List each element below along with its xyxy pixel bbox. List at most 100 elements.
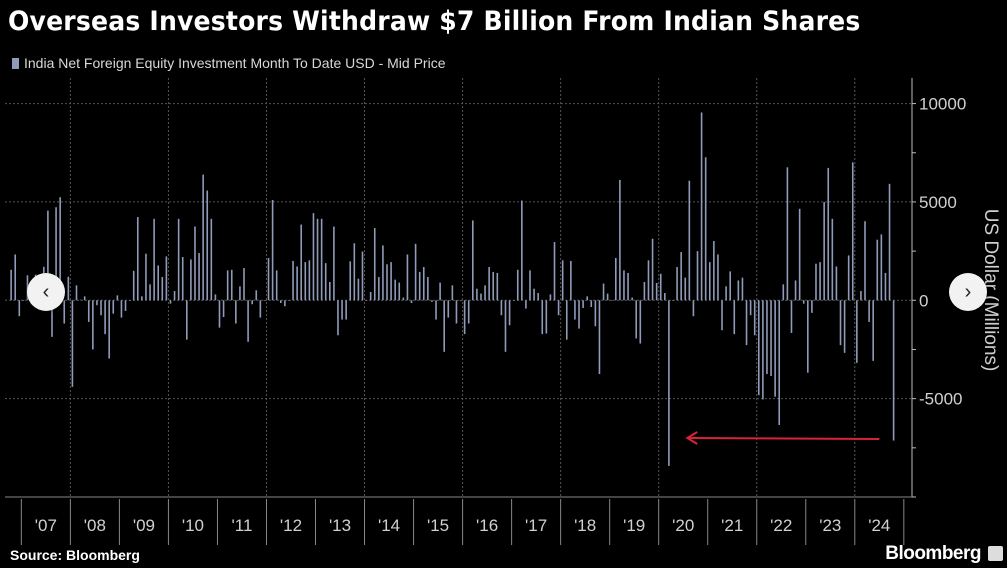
bar — [353, 243, 356, 301]
x-tick-label: '24 — [868, 516, 890, 535]
bar — [153, 218, 155, 301]
bar — [390, 262, 392, 301]
previous-button[interactable]: ‹ — [27, 273, 65, 311]
bar — [414, 243, 417, 301]
bar — [198, 253, 200, 301]
bar — [361, 251, 364, 301]
x-tick-label: '18 — [574, 516, 596, 535]
bar — [169, 300, 172, 304]
bar — [324, 263, 327, 301]
bar — [582, 300, 584, 308]
bar — [263, 300, 266, 301]
bar — [815, 263, 817, 301]
bar — [847, 255, 850, 301]
bar — [749, 300, 752, 316]
x-tick-label: '13 — [329, 516, 351, 535]
bar — [725, 286, 727, 301]
legend-swatch — [12, 57, 19, 69]
bar — [386, 264, 388, 301]
bar — [856, 300, 858, 363]
x-tick-label: '15 — [427, 516, 449, 535]
bar — [459, 300, 462, 301]
chevron-right-icon: › — [964, 280, 972, 303]
bar — [222, 300, 225, 318]
bar — [664, 293, 666, 301]
source-note: Source: Bloomberg — [10, 547, 140, 563]
bar — [14, 254, 17, 301]
bar — [892, 300, 895, 441]
bar — [578, 300, 580, 329]
bar — [67, 276, 70, 301]
bar — [333, 226, 335, 301]
bar — [541, 300, 544, 335]
bar — [753, 300, 756, 336]
bar — [786, 167, 789, 301]
bar — [92, 300, 94, 350]
bar — [165, 256, 168, 301]
bar — [10, 269, 12, 301]
next-button[interactable]: › — [949, 273, 987, 311]
bar — [226, 270, 229, 301]
bar — [186, 300, 188, 340]
bar — [512, 300, 515, 301]
bar — [692, 300, 695, 317]
bar — [798, 208, 801, 301]
chevron-left-icon: ‹ — [42, 280, 50, 303]
bar — [570, 260, 572, 301]
bar — [619, 179, 621, 301]
bar — [680, 252, 682, 301]
bar — [18, 300, 21, 317]
bar — [766, 300, 768, 375]
bar — [337, 300, 339, 336]
bar — [149, 284, 151, 301]
bar — [108, 300, 110, 359]
bar — [610, 300, 613, 301]
bar — [292, 260, 294, 301]
x-tick-label: '12 — [280, 516, 302, 535]
bar — [688, 180, 691, 301]
bar — [606, 293, 609, 301]
x-tick-label: '22 — [770, 516, 792, 535]
y-tick-label: -5000 — [919, 390, 962, 409]
bar — [59, 197, 61, 301]
bar — [480, 293, 482, 301]
bar — [521, 200, 523, 301]
bar — [312, 213, 315, 301]
bar — [545, 300, 548, 334]
y-tick-label: 5000 — [919, 193, 957, 212]
axes: 10000 5000 0 -5000 '07 '08 '09 '10 '11 '12 '13 '14 '… — [5, 78, 966, 545]
bar — [300, 224, 303, 301]
bar — [271, 199, 274, 301]
y-axis-label: US Dollar (Millions) — [980, 209, 1001, 372]
bar — [831, 218, 834, 301]
bar — [96, 300, 98, 306]
bar — [721, 300, 723, 331]
legend: India Net Foreign Equity Investment Mont… — [12, 55, 445, 71]
bar — [745, 300, 748, 346]
bar — [116, 295, 119, 301]
bar — [132, 270, 135, 301]
bar — [75, 285, 78, 301]
bar — [255, 290, 258, 301]
bar — [329, 281, 331, 301]
bar — [145, 253, 147, 301]
bar — [190, 259, 192, 301]
bar — [508, 300, 511, 326]
bar — [819, 262, 821, 301]
bar — [398, 282, 401, 301]
x-tick-label: '07 — [35, 516, 57, 535]
bar — [549, 294, 552, 301]
bar — [655, 282, 658, 301]
bar — [872, 300, 874, 361]
bar — [778, 300, 781, 426]
bar — [529, 270, 531, 301]
bar — [860, 291, 862, 301]
bar — [463, 300, 466, 335]
x-tick-label: '14 — [378, 516, 400, 535]
bar — [476, 288, 478, 301]
bar — [243, 268, 245, 301]
bar — [574, 300, 576, 320]
bar — [235, 300, 237, 324]
bar — [341, 300, 343, 320]
x-tick-label: '19 — [623, 516, 645, 535]
